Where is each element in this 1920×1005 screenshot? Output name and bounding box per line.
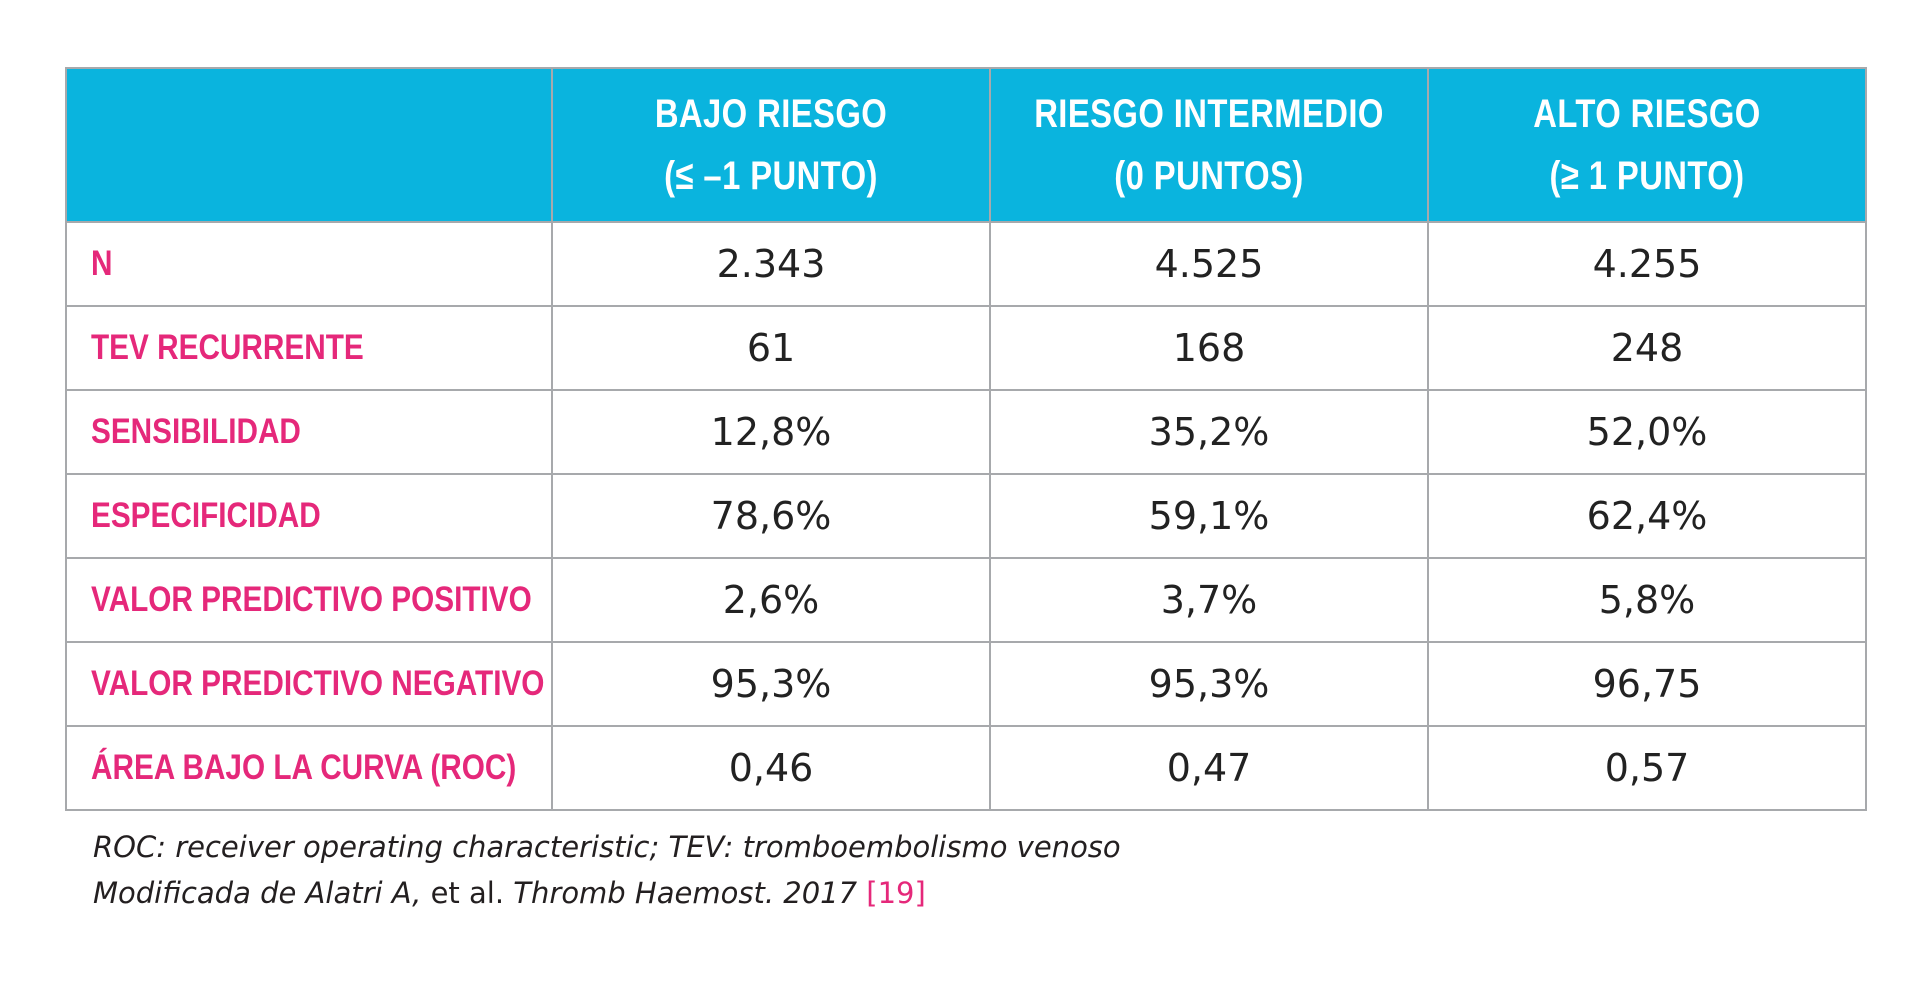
risk-table-container: BAJO RIESGO (≤ –1 PUNTO) RIESGO INTERMED… bbox=[65, 67, 1867, 811]
table-cell: 95,3% bbox=[989, 641, 1429, 727]
table-cell: 12,8% bbox=[551, 389, 991, 475]
table-cell: 0,57 bbox=[1427, 725, 1867, 811]
header-empty-cell bbox=[65, 67, 553, 223]
header-alto-riesgo-title: ALTO RIESGO bbox=[1533, 92, 1761, 136]
source-note: Modificada de Alatri A, et al. Thromb Ha… bbox=[93, 870, 1121, 916]
table-cell: 248 bbox=[1427, 305, 1867, 391]
source-etal: et al. bbox=[421, 876, 514, 910]
row-label: ESPECIFICIDAD bbox=[65, 473, 553, 559]
table-cell: 78,6% bbox=[551, 473, 991, 559]
table-cell: 61 bbox=[551, 305, 991, 391]
table-cell: 0,46 bbox=[551, 725, 991, 811]
abbreviations-note: ROC: receiver operating characteristic; … bbox=[93, 830, 1121, 864]
footnotes: ROC: receiver operating characteristic; … bbox=[93, 824, 1121, 916]
table-cell: 95,3% bbox=[551, 641, 991, 727]
table-row: N 2.343 4.525 4.255 bbox=[65, 221, 1867, 307]
header-row: BAJO RIESGO (≤ –1 PUNTO) RIESGO INTERMED… bbox=[65, 67, 1867, 223]
table-cell: 4.525 bbox=[989, 221, 1429, 307]
source-prefix: Modificada de Alatri A, bbox=[93, 876, 422, 910]
table-cell: 4.255 bbox=[1427, 221, 1867, 307]
header-alto-riesgo-points: (≥ 1 PUNTO) bbox=[1549, 154, 1745, 198]
row-label: SENSIBILIDAD bbox=[65, 389, 553, 475]
table-cell: 35,2% bbox=[989, 389, 1429, 475]
table-cell: 52,0% bbox=[1427, 389, 1867, 475]
header-alto-riesgo: ALTO RIESGO (≥ 1 PUNTO) bbox=[1427, 67, 1867, 223]
table-cell: 0,47 bbox=[989, 725, 1429, 811]
row-label: VALOR PREDICTIVO NEGATIVO bbox=[65, 641, 553, 727]
risk-table: BAJO RIESGO (≤ –1 PUNTO) RIESGO INTERMED… bbox=[65, 67, 1867, 811]
row-label: VALOR PREDICTIVO POSITIVO bbox=[65, 557, 553, 643]
source-journal: Thromb Haemost. 2017 bbox=[513, 876, 867, 910]
table-cell: 96,75 bbox=[1427, 641, 1867, 727]
table-row: VALOR PREDICTIVO NEGATIVO 95,3% 95,3% 96… bbox=[65, 641, 1867, 727]
header-riesgo-intermedio-points: (0 PUNTOS) bbox=[1114, 154, 1304, 198]
table-row: TEV RECURRENTE 61 168 248 bbox=[65, 305, 1867, 391]
header-bajo-riesgo-points: (≤ –1 PUNTO) bbox=[664, 154, 878, 198]
table-row: VALOR PREDICTIVO POSITIVO 2,6% 3,7% 5,8% bbox=[65, 557, 1867, 643]
header-riesgo-intermedio: RIESGO INTERMEDIO (0 PUNTOS) bbox=[989, 67, 1429, 223]
table-row: ÁREA BAJO LA CURVA (ROC) 0,46 0,47 0,57 bbox=[65, 725, 1867, 811]
row-label: N bbox=[65, 221, 553, 307]
table-cell: 2.343 bbox=[551, 221, 991, 307]
table-row: ESPECIFICIDAD 78,6% 59,1% 62,4% bbox=[65, 473, 1867, 559]
table-cell: 168 bbox=[989, 305, 1429, 391]
row-label: TEV RECURRENTE bbox=[65, 305, 553, 391]
table-cell: 2,6% bbox=[551, 557, 991, 643]
header-riesgo-intermedio-title: RIESGO INTERMEDIO bbox=[1034, 92, 1384, 136]
table-cell: 3,7% bbox=[989, 557, 1429, 643]
row-label: ÁREA BAJO LA CURVA (ROC) bbox=[65, 725, 553, 811]
reference-link[interactable]: [19] bbox=[866, 876, 926, 910]
table-cell: 59,1% bbox=[989, 473, 1429, 559]
header-bajo-riesgo: BAJO RIESGO (≤ –1 PUNTO) bbox=[551, 67, 991, 223]
header-bajo-riesgo-title: BAJO RIESGO bbox=[654, 92, 888, 136]
table-cell: 62,4% bbox=[1427, 473, 1867, 559]
table-cell: 5,8% bbox=[1427, 557, 1867, 643]
table-row: SENSIBILIDAD 12,8% 35,2% 52,0% bbox=[65, 389, 1867, 475]
